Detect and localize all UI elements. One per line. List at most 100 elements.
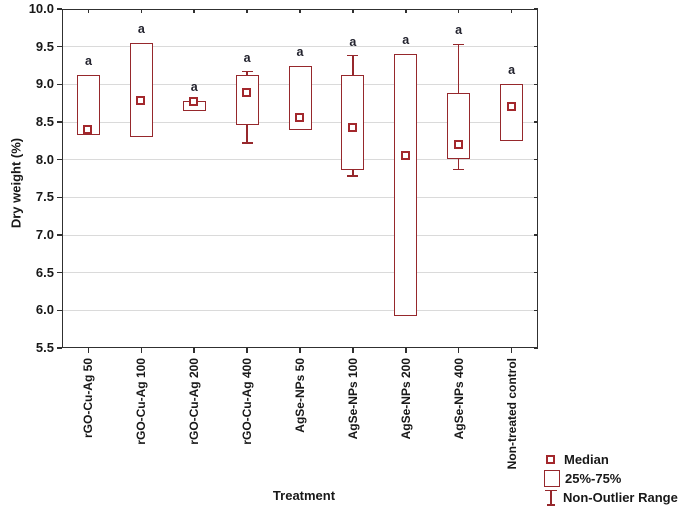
x-axis-tick-top <box>193 9 195 13</box>
y-axis-tick <box>57 8 62 10</box>
y-tick-label: 9.0 <box>35 76 54 92</box>
x-tick-label: rGO-Cu-Ag 200 <box>187 358 202 445</box>
box-25-75 <box>76 75 100 135</box>
y-axis-tick-right <box>534 196 538 199</box>
median-marker <box>189 96 199 106</box>
box-25-75 <box>129 42 153 138</box>
non-outlier-range-icon <box>544 489 558 506</box>
x-axis-tick <box>510 348 513 353</box>
x-tick-label: Non-treated control <box>504 358 519 470</box>
y-tick-label: 10.0 <box>28 1 54 16</box>
legend: Median 25%-75% Non-Outlier Range <box>543 450 678 507</box>
legend-item-whisker: Non-Outlier Range <box>543 488 678 507</box>
x-axis-tick-top <box>140 9 143 13</box>
gridline <box>62 234 538 236</box>
y-axis-tick-right <box>534 309 538 312</box>
y-axis-tick <box>57 271 62 274</box>
y-axis-tick <box>57 196 62 199</box>
box-25-75 <box>235 75 259 125</box>
x-axis-tick <box>87 348 90 353</box>
y-axis-tick <box>57 83 62 86</box>
x-axis-tick-top <box>299 9 301 13</box>
y-tick-label: 5.5 <box>35 340 54 355</box>
legend-item-median: Median <box>543 450 678 469</box>
legend-label-box: 25%-75% <box>565 471 622 486</box>
y-tick-label: 9.5 <box>35 38 54 54</box>
box-25-75 <box>447 93 471 159</box>
y-axis-tick-right <box>534 121 538 123</box>
y-axis-tick-right <box>534 45 538 48</box>
whisker-line <box>457 44 460 94</box>
x-tick-label: AgSe-NPs 200 <box>398 358 413 440</box>
whisker-cap <box>453 43 465 46</box>
median-marker <box>242 88 252 98</box>
significance-label: a <box>349 34 357 49</box>
y-axis-tick-right <box>534 83 538 86</box>
legend-label-median: Median <box>564 452 609 467</box>
gridline <box>62 309 538 311</box>
whisker-line <box>352 55 354 75</box>
gridline <box>62 46 538 48</box>
x-axis-tick-top <box>405 9 407 13</box>
x-axis-tick <box>193 348 195 353</box>
x-axis-tick-top <box>510 9 513 13</box>
y-axis-tick <box>57 121 62 123</box>
x-axis-tick <box>352 348 354 353</box>
x-tick-label: rGO-Cu-Ag 100 <box>134 358 149 445</box>
gridline <box>62 196 538 198</box>
y-tick-label: 8.5 <box>35 114 54 129</box>
legend-item-box: 25%-75% <box>543 469 678 488</box>
y-axis-tick <box>57 309 62 312</box>
y-axis-tick-right <box>534 234 538 236</box>
y-axis-tick-right <box>534 347 538 349</box>
y-axis-tick <box>57 158 62 161</box>
x-tick-label: rGO-Cu-Ag 400 <box>240 358 255 445</box>
significance-label: a <box>84 54 92 69</box>
box-25-75-icon <box>544 470 560 487</box>
y-axis-tick <box>57 45 62 48</box>
median-marker <box>347 123 357 133</box>
significance-label: a <box>508 63 516 78</box>
x-axis-tick <box>140 348 143 353</box>
x-axis-title: Treatment <box>272 488 336 503</box>
whisker-line <box>246 125 248 144</box>
whisker-line <box>352 170 354 177</box>
significance-label: a <box>243 50 251 65</box>
x-axis-tick <box>405 348 407 353</box>
y-axis-tick-right <box>534 8 538 10</box>
x-tick-label: AgSe-NPs 100 <box>345 358 360 440</box>
median-marker <box>295 113 304 123</box>
median-marker-icon <box>546 455 555 464</box>
whisker-line <box>246 71 248 76</box>
significance-label: a <box>190 79 198 94</box>
x-axis-tick <box>299 348 301 353</box>
legend-label-whisker: Non-Outlier Range <box>563 490 678 505</box>
significance-label: a <box>455 23 463 38</box>
whisker-cap <box>241 70 253 73</box>
y-tick-label: 7.5 <box>35 189 54 205</box>
gridline <box>62 272 538 274</box>
whisker-cap <box>241 142 253 144</box>
box-25-75 <box>288 65 312 130</box>
gridline <box>62 159 538 161</box>
median-marker <box>136 95 146 105</box>
whisker-cap <box>347 54 359 57</box>
box-25-75 <box>341 74 365 171</box>
significance-label: a <box>296 44 304 59</box>
significance-label: a <box>402 33 410 48</box>
y-axis-title: Dry weight (%) <box>8 137 24 229</box>
whisker-line <box>457 158 460 170</box>
x-axis-tick <box>246 348 248 353</box>
x-axis-tick-top <box>87 9 90 13</box>
y-axis-tick-right <box>534 158 538 161</box>
y-tick-label: 8.0 <box>35 151 54 167</box>
significance-label: a <box>137 21 145 36</box>
y-axis-tick <box>57 234 62 236</box>
x-axis-tick <box>457 348 460 353</box>
x-tick-label: AgSe-NPs 50 <box>293 358 307 433</box>
y-tick-label: 6.5 <box>35 264 54 280</box>
whisker-cap <box>347 175 359 177</box>
x-axis-tick-top <box>457 9 460 13</box>
axis-frame <box>62 9 538 348</box>
median-marker <box>453 139 463 149</box>
